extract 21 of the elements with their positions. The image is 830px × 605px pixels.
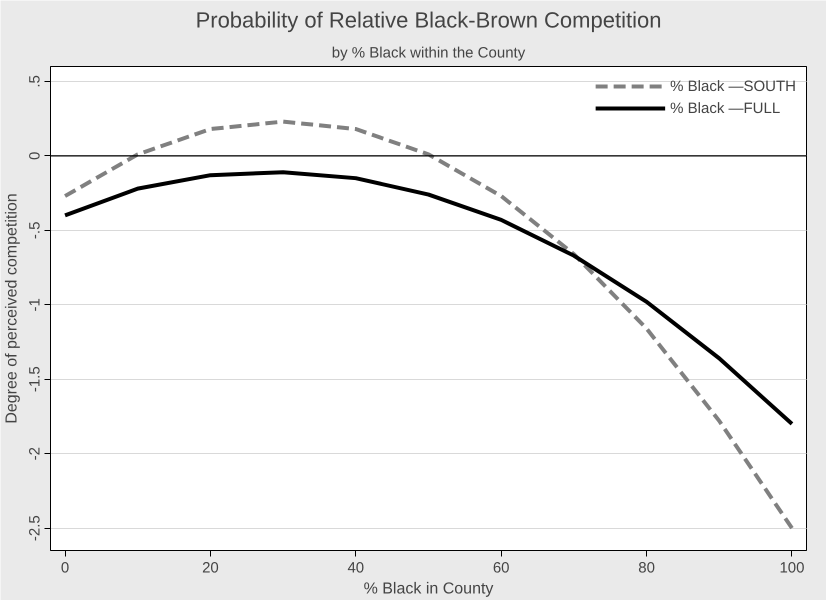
y-tick-label: 0 <box>26 152 44 160</box>
x-tick-label: 20 <box>202 560 219 576</box>
y-tick-label: -1 <box>26 298 44 312</box>
line-series <box>63 170 794 426</box>
chart-subtitle: by % Black within the County <box>332 44 526 62</box>
x-tick-label: 100 <box>779 560 804 576</box>
x-tick-label: 80 <box>638 560 655 576</box>
y-tick-label: .5 <box>26 75 44 88</box>
y-axis-title: Degree of perceived competition <box>4 193 20 424</box>
y-tick-label: -1.5 <box>26 366 44 392</box>
line-series <box>63 120 794 530</box>
legend-label: % Black —FULL <box>670 100 780 116</box>
x-axis-title: % Black in County <box>364 580 494 598</box>
y-tick-label: -2.5 <box>26 515 44 542</box>
x-tick-label: 40 <box>347 560 364 576</box>
x-tick-label: 60 <box>492 560 510 576</box>
x-tick-label: 0 <box>60 560 70 576</box>
y-tick-label: -.5 <box>26 222 44 240</box>
y-tick-label: -2 <box>26 447 44 460</box>
chart-title: Probability of Relative Black-Brown Competition <box>196 8 662 32</box>
legend-label: % Black —SOUTH <box>670 78 796 94</box>
